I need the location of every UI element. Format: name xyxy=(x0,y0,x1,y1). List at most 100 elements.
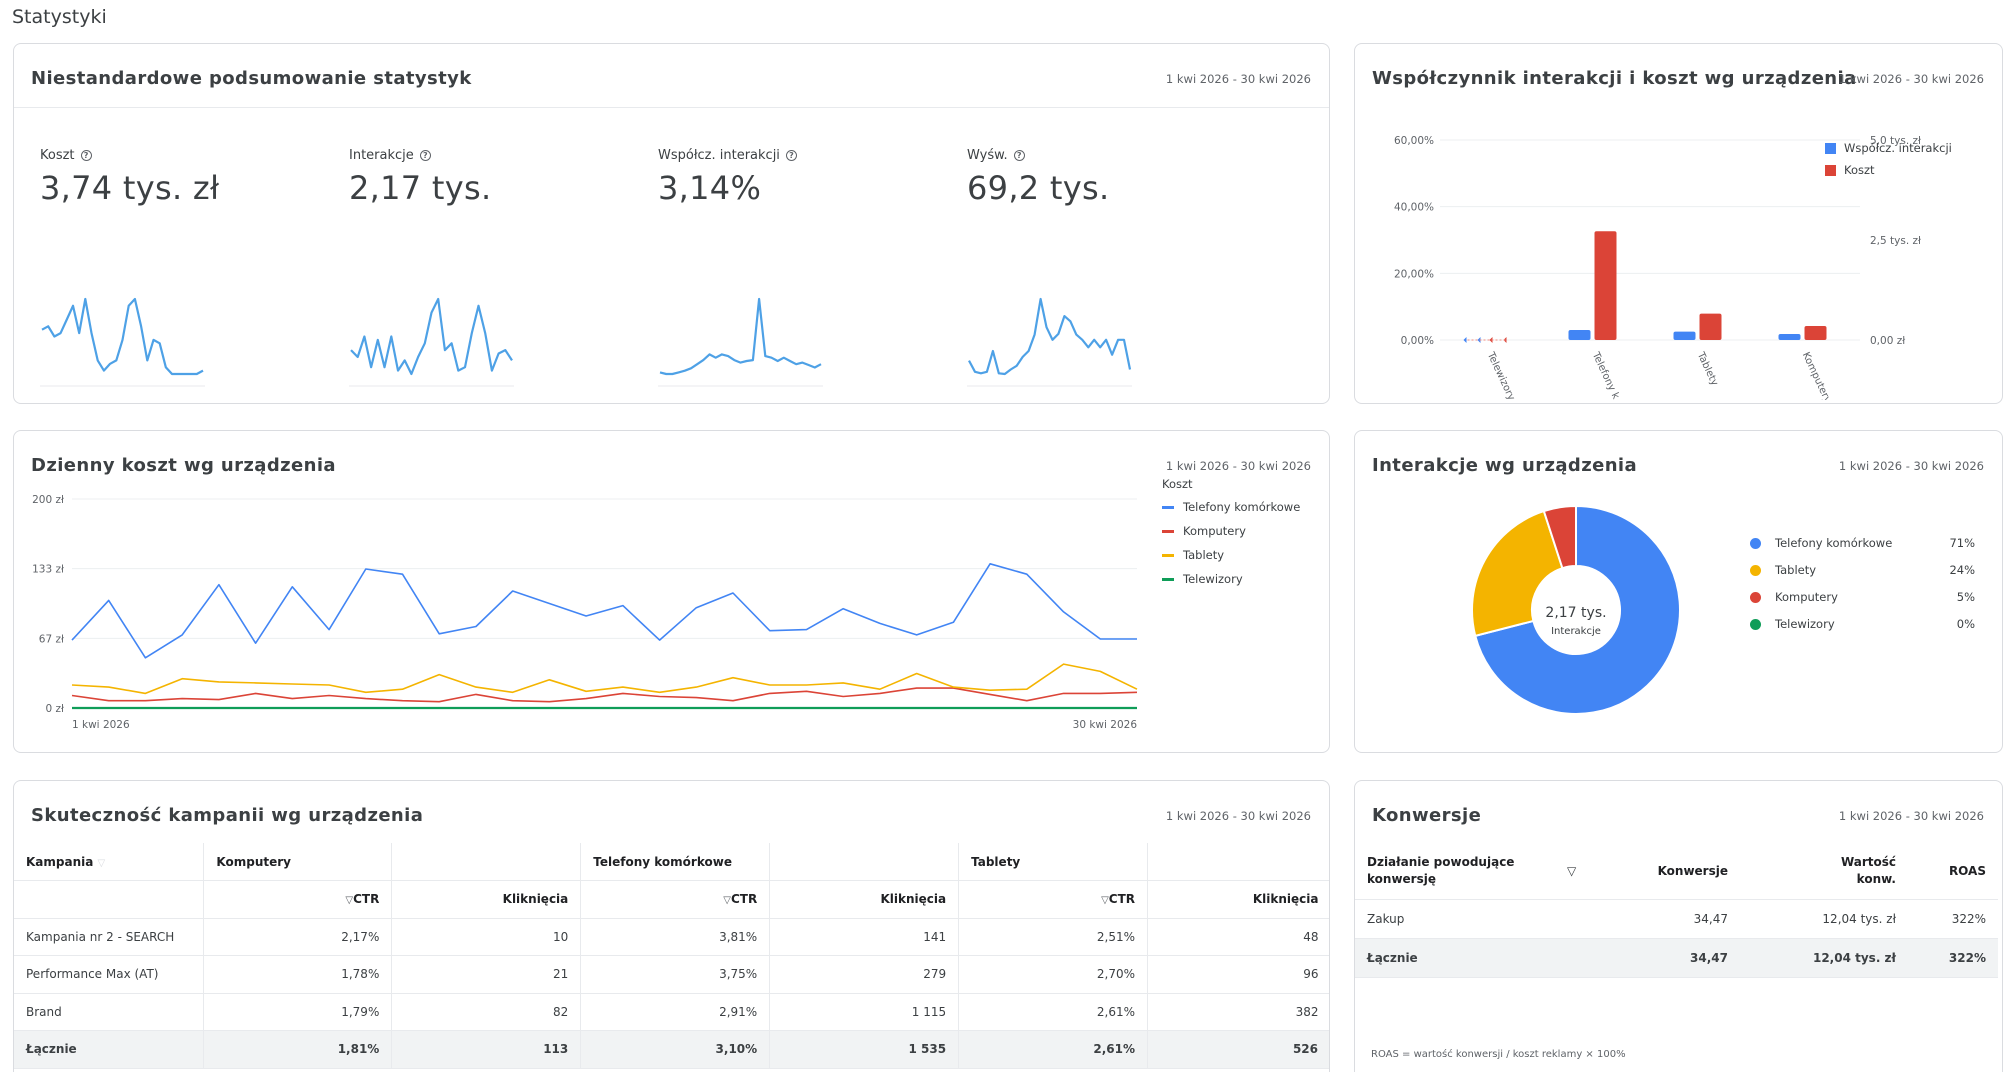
help-icon[interactable]: ? xyxy=(80,150,92,161)
sparkline-line xyxy=(968,297,1132,376)
help-icon[interactable]: ? xyxy=(419,150,431,161)
campaigns-date[interactable]: 1 kwi 2026 - 30 kwi 2026 xyxy=(1165,809,1311,823)
table-cell: 34,47 xyxy=(1605,938,1740,978)
series-line xyxy=(71,687,1138,703)
sort-icon: ▽ xyxy=(97,857,106,869)
column-header-label: Kampania xyxy=(26,854,94,869)
legend-percent: 0% xyxy=(1956,617,1975,631)
table-cell: 1,79% xyxy=(203,993,393,1031)
legend-item-computers[interactable]: Komputery xyxy=(1162,524,1246,538)
column-group-tablets: Tablety xyxy=(958,843,1149,881)
x-tick-label: 30 kwi 2026 xyxy=(1073,719,1138,731)
column-header-campaign[interactable]: Kampania ▽ xyxy=(14,843,205,881)
table-row[interactable]: Kampania nr 2 - SEARCH 2,17% 10 3,81% 14… xyxy=(14,918,1329,956)
bar-cost xyxy=(1489,337,1493,343)
bar-interaction-rate xyxy=(1673,331,1696,340)
y-tick-label: 133 zł xyxy=(32,564,64,576)
metric-interactions[interactable]: Interakcje? 2,17 tys. xyxy=(349,148,649,207)
legend-label: Telefony komórkowe xyxy=(1775,536,1893,550)
metric-cost[interactable]: Koszt? 3,74 tys. zł xyxy=(40,148,340,207)
donut-center-label: Interakcje xyxy=(1551,626,1601,637)
y-tick-label-left: 20,00% xyxy=(1394,268,1434,280)
table-cell: 2,61% xyxy=(958,993,1149,1031)
table-cell: 48 xyxy=(1147,918,1329,956)
table-cell: 382 xyxy=(1147,993,1329,1031)
legend-item-tv[interactable]: Telewizory xyxy=(1162,572,1243,586)
bar-cost xyxy=(1804,326,1827,340)
metric-label: Interakcje xyxy=(349,148,414,163)
table-row[interactable]: Performance Max (AT) 1,78% 21 3,75% 279 … xyxy=(14,955,1329,994)
device-ratio-title: Współczynnik interakcji i koszt wg urząd… xyxy=(1372,68,1857,89)
interactions-sparkline xyxy=(349,297,514,387)
legend-percent: 71% xyxy=(1949,536,1975,550)
legend-item-cost[interactable]: Koszt xyxy=(1825,163,1875,177)
daily-cost-title: Dzienny koszt wg urządzenia xyxy=(31,455,336,476)
legend-item-tablets[interactable]: Tablety 24% xyxy=(1750,563,1975,577)
metric-label: Koszt xyxy=(40,148,75,163)
legend-item-tv[interactable]: Telewizory 0% xyxy=(1750,617,1975,631)
legend-label: Komputery xyxy=(1775,590,1838,604)
legend-item-mobile[interactable]: Telefony komórkowe xyxy=(1162,500,1300,514)
summary-date[interactable]: 1 kwi 2026 - 30 kwi 2026 xyxy=(1165,72,1311,86)
column-header-label: Działanie powodujące xyxy=(1367,854,1515,869)
metric-impressions[interactable]: Wyśw.? 69,2 tys. xyxy=(967,148,1267,207)
table-cell: 1,81% xyxy=(203,1030,393,1069)
metric-interaction-rate[interactable]: Współcz. interakcji? 3,14% xyxy=(658,148,958,207)
sort-cell[interactable]: ▽ xyxy=(1555,843,1605,900)
column-header-ctr[interactable]: ▽CTR xyxy=(958,880,1149,919)
daily-cost-date[interactable]: 1 kwi 2026 - 30 kwi 2026 xyxy=(1165,459,1311,473)
legend-item-mobile[interactable]: Telefony komórkowe 71% xyxy=(1750,536,1975,550)
column-header-roas[interactable]: ROAS xyxy=(1908,843,1998,900)
column-header-clicks[interactable]: Kliknięcia xyxy=(1147,880,1329,919)
column-header-value[interactable]: Wartość konw. xyxy=(1740,843,1908,900)
help-icon[interactable]: ? xyxy=(1013,150,1025,161)
campaign-name: Performance Max (AT) xyxy=(14,955,205,994)
interactions-date[interactable]: 1 kwi 2026 - 30 kwi 2026 xyxy=(1838,459,1984,473)
daily-cost-card: Dzienny koszt wg urządzenia 1 kwi 2026 -… xyxy=(13,430,1330,753)
table-cell: 279 xyxy=(769,955,960,994)
column-header-action[interactable]: Działanie powodujące konwersję xyxy=(1355,843,1555,900)
column-group-spacer xyxy=(1147,843,1329,881)
donut-slice xyxy=(1474,504,1681,715)
column-header-clicks[interactable]: Kliknięcia xyxy=(391,880,582,919)
column-header-clicks[interactable]: Kliknięcia xyxy=(769,880,960,919)
chevron-down-icon: ▽ xyxy=(1567,863,1577,878)
legend-item-computers[interactable]: Komputery 5% xyxy=(1750,590,1975,604)
legend-label: Telefony komórkowe xyxy=(1183,500,1301,514)
table-cell: 96 xyxy=(1147,955,1329,994)
campaign-name: Kampania nr 2 - SEARCH xyxy=(14,918,205,956)
column-header-ctr[interactable]: ▽CTR xyxy=(203,880,393,919)
conversions-title: Konwersje xyxy=(1372,805,1482,826)
legend-swatch xyxy=(1825,142,1836,154)
legend-swatch xyxy=(1162,553,1174,557)
table-total-row: Łącznie 34,47 12,04 tys. zł 322% xyxy=(1355,938,1998,978)
sort-icon: ▽ xyxy=(345,895,354,907)
interaction-rate-sparkline xyxy=(658,297,823,387)
table-row[interactable]: Brand 1,79% 82 2,91% 1 115 2,61% 382 xyxy=(14,993,1329,1031)
legend-item-rate[interactable]: Współcz. interakcji xyxy=(1825,141,1952,155)
bar-cost xyxy=(1699,313,1722,340)
x-tick-label: Telewizory xyxy=(1484,350,1516,400)
table-cell: 82 xyxy=(391,993,582,1031)
y-tick-label: 0 zł xyxy=(45,703,64,715)
metric-value: 69,2 tys. xyxy=(967,169,1110,207)
sparkline-line xyxy=(350,297,513,376)
column-group-spacer xyxy=(769,843,960,881)
conversions-date[interactable]: 1 kwi 2026 - 30 kwi 2026 xyxy=(1838,809,1984,823)
table-cell: 322% xyxy=(1908,938,1998,978)
table-row[interactable]: Zakup 34,47 12,04 tys. zł 322% xyxy=(1355,899,1998,939)
device-ratio-date[interactable]: 1 kwi 2026 - 30 kwi 2026 xyxy=(1838,72,1984,86)
column-header-empty xyxy=(14,880,205,919)
y-tick-label-left: 40,00% xyxy=(1394,202,1434,214)
legend-swatch xyxy=(1825,164,1836,176)
help-icon[interactable]: ? xyxy=(785,150,797,161)
interactions-title: Interakcje wg urządzenia xyxy=(1372,455,1638,476)
column-header-conversions[interactable]: Konwersje xyxy=(1605,843,1740,900)
table-header-row: Kampania ▽ Komputery Telefony komórkowe … xyxy=(14,843,1329,881)
legend-swatch xyxy=(1750,591,1761,603)
column-header-label: Wartość xyxy=(1840,854,1896,869)
column-header-label: konwersję xyxy=(1367,871,1436,886)
table-cell: 3,75% xyxy=(580,955,771,994)
column-header-ctr[interactable]: ▽CTR xyxy=(580,880,771,919)
legend-item-tablets[interactable]: Tablety xyxy=(1162,548,1224,562)
